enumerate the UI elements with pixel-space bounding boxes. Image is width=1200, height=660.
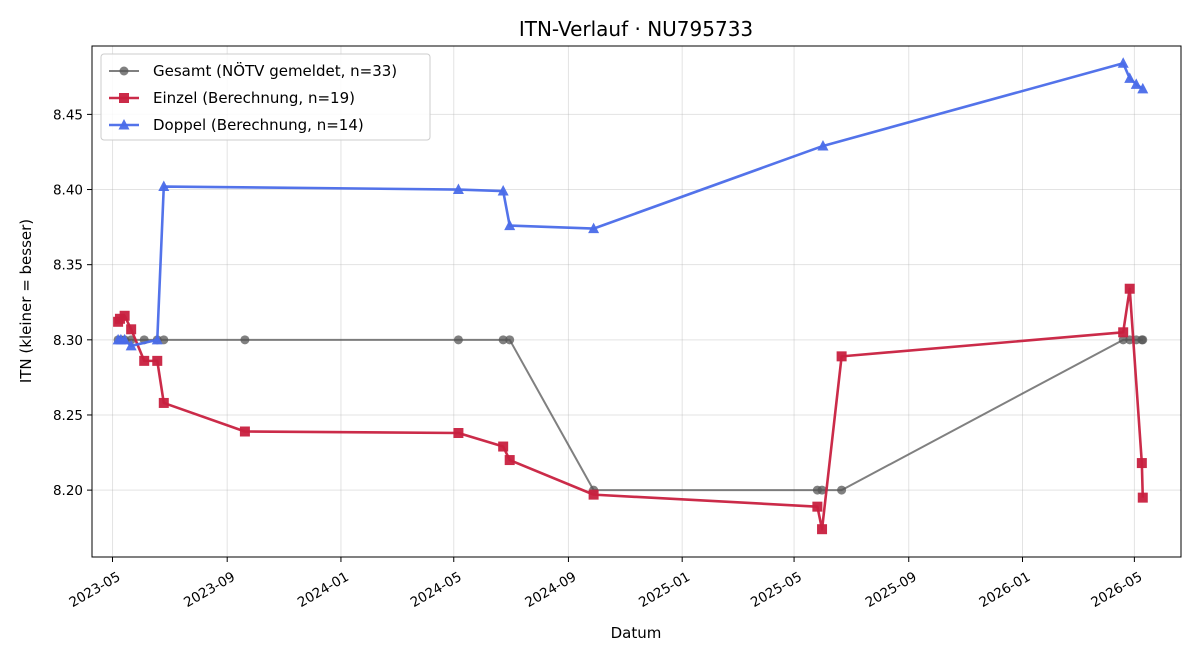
data-point-triangle	[151, 333, 163, 345]
legend-label: Gesamt (NÖTV gemeldet, n=33)	[153, 61, 397, 80]
legend-frame	[100, 53, 431, 141]
legend-marker-square	[119, 93, 129, 103]
data-point-circle	[505, 335, 515, 345]
y-tick-label: 8.40	[53, 183, 83, 199]
data-point-square	[119, 310, 130, 321]
x-axis-label: Datum	[611, 624, 662, 642]
data-point-triangle	[1117, 57, 1129, 68]
data-point-triangle	[119, 333, 131, 345]
plot-frame	[91, 45, 1182, 558]
legend-entry: Einzel (Berechnung, n=19)	[109, 89, 355, 107]
data-point-triangle	[588, 222, 600, 234]
data-point-square	[588, 489, 599, 500]
data-point-triangle	[497, 185, 509, 196]
y-tick-label: 8.25	[53, 408, 83, 424]
y-axis: 8.20 8.25 8.30 8.35 8.40 8.45	[53, 107, 92, 499]
data-point-square	[239, 426, 250, 437]
legend-entry: Doppel (Berechnung, n=14)	[109, 116, 364, 134]
data-point-triangle	[452, 183, 464, 195]
data-point-circle	[817, 485, 827, 495]
data-point-triangle	[1137, 82, 1149, 94]
y-axis-label: ITN (kleiner = besser)	[17, 219, 35, 383]
data-point-square	[1124, 283, 1135, 294]
data-point-circle	[240, 335, 250, 345]
data-point-triangle	[817, 139, 829, 151]
series-layer	[112, 57, 1149, 535]
data-point-square	[812, 501, 823, 512]
y-tick-label: 8.45	[53, 107, 83, 123]
data-point-square	[1118, 327, 1129, 338]
legend-label: Doppel (Berechnung, n=14)	[153, 116, 364, 134]
data-point-square	[126, 324, 137, 335]
data-point-square	[836, 351, 847, 362]
chart-title: ITN-Verlauf · NU795733	[519, 17, 753, 41]
series-square	[113, 283, 1148, 535]
data-point-square	[158, 397, 169, 408]
data-point-circle	[453, 335, 463, 345]
data-point-square	[1137, 492, 1148, 503]
data-point-triangle	[158, 180, 170, 192]
data-point-circle	[1118, 335, 1128, 345]
data-point-square	[139, 355, 150, 366]
data-point-circle	[1138, 335, 1148, 345]
data-point-square	[504, 455, 515, 466]
data-point-triangle	[1124, 72, 1136, 83]
y-tick-label: 8.35	[53, 258, 83, 274]
legend-marker-circle	[119, 66, 129, 76]
data-point-triangle	[125, 339, 137, 351]
legend-label: Einzel (Berechnung, n=19)	[153, 89, 355, 107]
y-tick-label: 8.30	[53, 333, 83, 349]
data-point-square	[817, 524, 828, 535]
data-point-triangle	[504, 219, 516, 231]
data-point-square	[498, 441, 509, 452]
data-point-square	[1136, 458, 1147, 469]
legend-entry: Gesamt (NÖTV gemeldet, n=33)	[109, 61, 397, 80]
data-point-circle	[837, 485, 847, 495]
legend: Gesamt (NÖTV gemeldet, n=33) Einzel (Bere…	[100, 53, 431, 141]
y-tick-label: 8.20	[53, 483, 83, 499]
data-point-square	[453, 428, 464, 439]
series-triangle	[112, 57, 1149, 351]
data-point-circle	[498, 335, 508, 345]
data-point-square	[152, 355, 163, 366]
legend-marker-triangle	[118, 119, 130, 130]
data-point-triangle	[1130, 78, 1142, 89]
